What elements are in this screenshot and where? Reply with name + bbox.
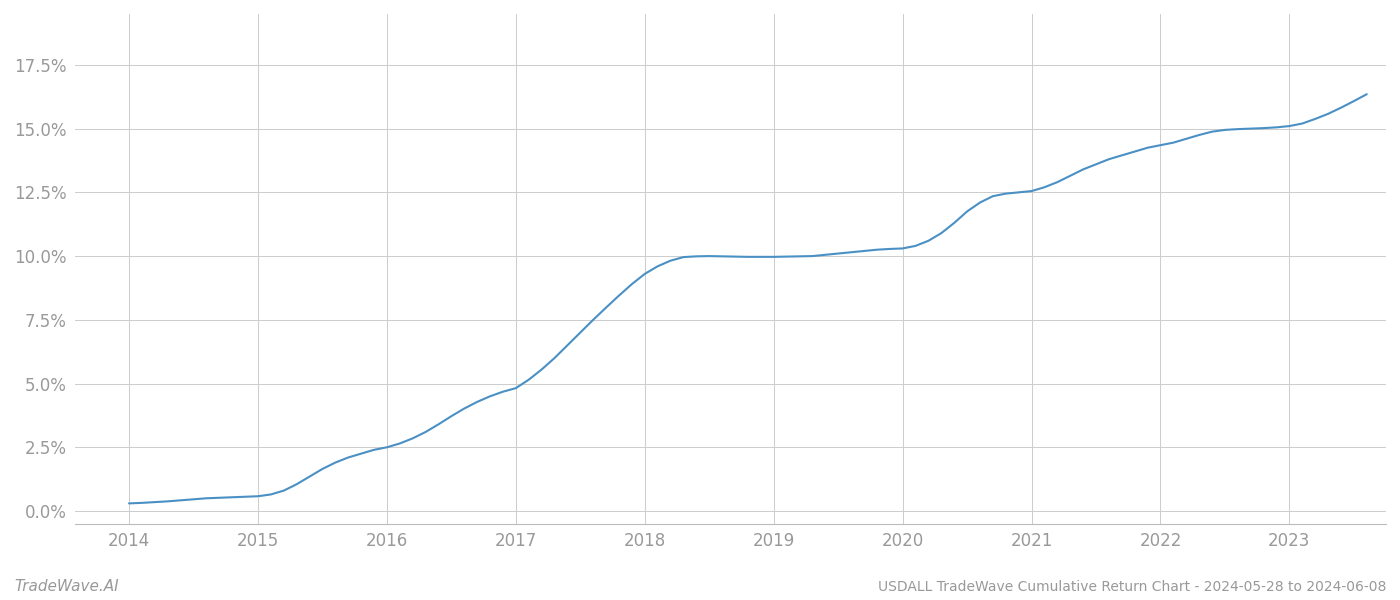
Text: USDALL TradeWave Cumulative Return Chart - 2024-05-28 to 2024-06-08: USDALL TradeWave Cumulative Return Chart… bbox=[878, 580, 1386, 594]
Text: TradeWave.AI: TradeWave.AI bbox=[14, 579, 119, 594]
